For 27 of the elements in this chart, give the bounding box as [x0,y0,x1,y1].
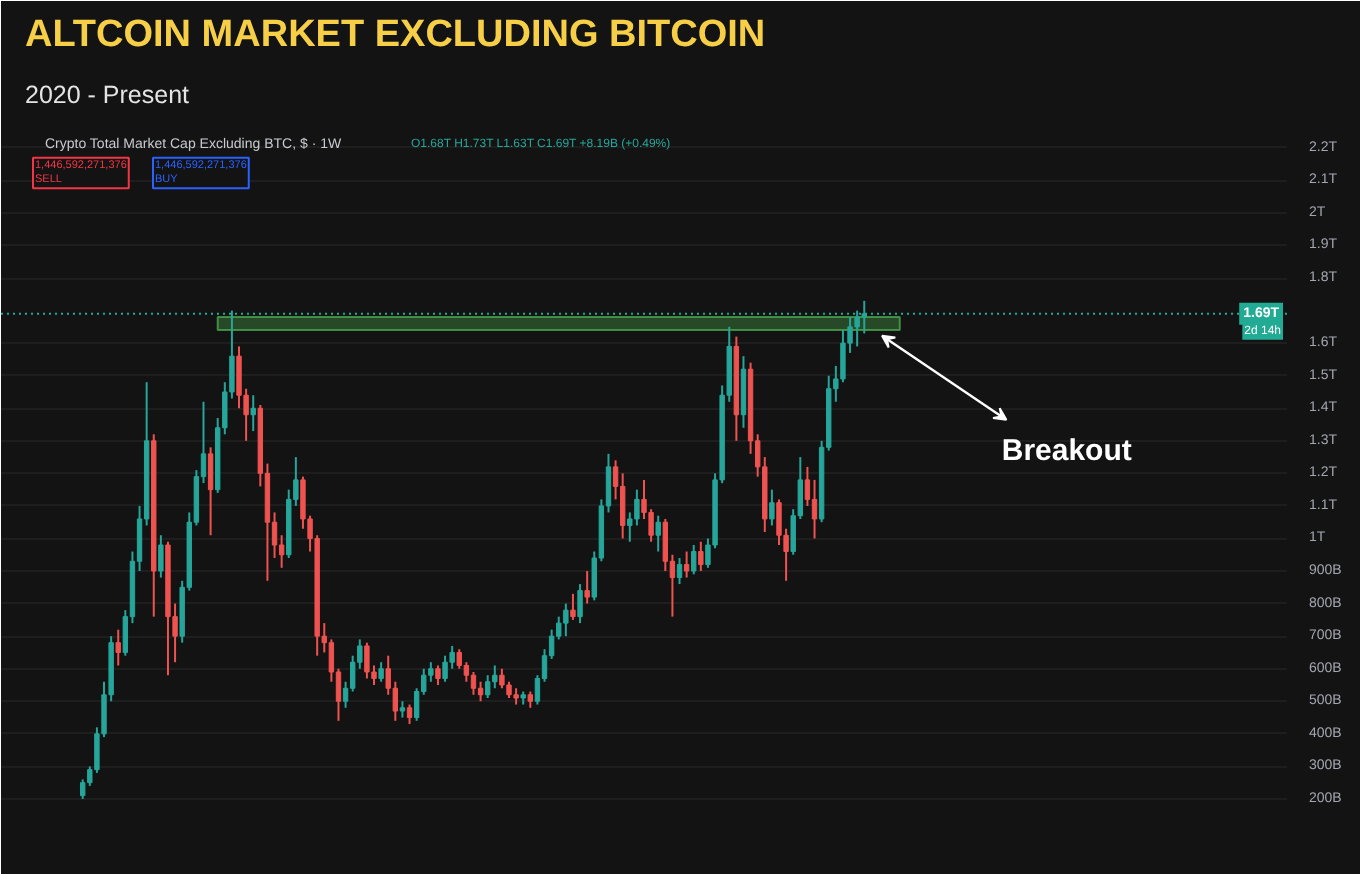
candlestick [570,592,576,621]
annotation: Breakout [1001,434,1132,469]
candlestick [563,602,569,638]
candlestick [740,355,747,429]
candlestick [207,446,214,537]
candlestick [435,664,441,686]
candlestick [406,703,413,726]
candlestick [698,540,704,573]
candlestick [577,583,583,625]
candlestick [691,544,697,576]
candlestick [811,478,818,540]
chart-title: ALTCOIN MARKET EXCLUDING BITCOIN [25,14,766,56]
candlestick [250,394,256,433]
candlestick [499,667,505,690]
candlestick [378,661,384,683]
candlestick [676,557,683,586]
candlestick [442,654,448,683]
candlestick [115,628,121,667]
chart-subtitle: 2020 - Present [25,81,191,109]
candlestick [655,514,661,553]
candlestick [492,664,498,690]
candlestick [769,488,775,527]
candlestick [364,641,370,680]
candlestick [584,570,590,605]
candlestick [683,550,690,579]
candlestick [158,534,164,579]
candlestick [470,670,477,696]
